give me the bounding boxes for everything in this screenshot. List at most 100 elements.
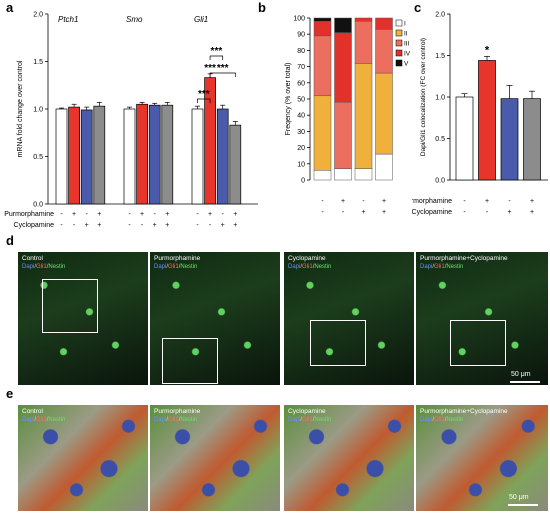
chart-a-treatment-sign: - <box>128 222 131 229</box>
panel-d-micrograph: Control Dapi/Gli1/Nestin <box>18 252 148 385</box>
chart-c-y-tick-label: 2.0 <box>435 12 445 19</box>
chart-c-treatment-sign: + <box>485 198 489 205</box>
chart-b-bar-segment <box>354 17 373 22</box>
chart-b-bar-segment <box>313 95 332 171</box>
panel-d-stain-gli1: Gli1 <box>302 264 313 270</box>
panel-d-stain-separator: / <box>46 264 49 270</box>
chart-b-legend-label: II <box>404 31 408 38</box>
panel-e-stain-dapi: Dapi <box>154 417 167 423</box>
chart-a-significance: *** <box>204 63 216 74</box>
chart-a-significance: *** <box>211 46 223 57</box>
chart-a-bar <box>191 108 204 205</box>
panel-d-stain-dapi: Dapi <box>22 264 35 270</box>
chart-a-y-tick-label: 2.0 <box>33 12 43 19</box>
chart-c-bar <box>500 98 519 181</box>
panel-d-stain-separator: / <box>312 264 315 270</box>
chart-b-bar-segment <box>313 35 332 97</box>
chart-a-gene-label: Gli1 <box>194 15 208 24</box>
chart-a-treatment-sign: + <box>85 222 89 229</box>
panel-d-micrograph: Purmorphamine+Cyclopamine Dapi/Gli1/Nesti… <box>416 252 548 385</box>
panel-e-stain-legend: Dapi/Gli1/Nestin <box>154 417 197 423</box>
panel-letter-c: c <box>414 0 422 15</box>
panel-d-stain-dapi: Dapi <box>420 264 433 270</box>
chart-b-y-tick-label: 70 <box>297 64 305 71</box>
panel-e-scalebar-bar <box>508 504 538 506</box>
chart-a-bar <box>68 106 80 205</box>
panel-e-stain-legend: Dapi/Gli1/Nestin <box>420 417 463 423</box>
panel-d-stain-separator: / <box>300 264 303 270</box>
panel-e-stain-gli1: Gli1 <box>168 417 179 423</box>
panel-letter-b: b <box>258 0 266 15</box>
chart-a-gene-label: Ptch1 <box>58 15 78 24</box>
panel-d-stain-separator: / <box>34 264 37 270</box>
chart-a-y-label: mRNA fold change over control <box>17 60 24 157</box>
chart-b-y-tick-label: 50 <box>297 97 305 104</box>
chart-a-treatment-sign: + <box>140 211 144 218</box>
panel-d-stain-nestin: Nestin <box>314 264 332 270</box>
chart-c-colocalization: 0.0 0.5 1.0 1.5 2.0 Dapi/Gli1 colocalization … <box>412 12 548 216</box>
chart-a-treatment-sign: - <box>222 211 225 218</box>
chart-b-treatment-sign: + <box>382 209 386 216</box>
panel-d-stain-separator: / <box>432 264 435 270</box>
chart-b-y-tick-label: 60 <box>297 80 305 87</box>
chart-a-bar <box>123 108 136 205</box>
chart-c-treatment-label: Cyclopamine <box>412 209 452 216</box>
panel-e-stain-dapi: Dapi <box>420 417 433 423</box>
panel-e-stain-nestin: Nestin <box>314 417 332 423</box>
chart-a-treatment-sign: - <box>154 211 157 218</box>
panel-e-micrograph-title: Purmorphamine <box>154 408 201 415</box>
chart-b-y-tick-label: 100 <box>293 16 305 23</box>
panel-d-stain-nestin: Nestin <box>180 264 198 270</box>
chart-b-bar-segment <box>334 101 352 169</box>
panel-letter-d: d <box>6 233 14 248</box>
panel-d-stain-gli1: Gli1 <box>434 264 445 270</box>
panel-e-stain-gli1: Gli1 <box>434 417 445 423</box>
chart-a-significance-bracket <box>209 55 224 60</box>
panel-e-stain-nestin: Nestin <box>48 417 66 423</box>
chart-a-treatment-sign: - <box>196 211 199 218</box>
chart-b-bar-segment <box>313 17 332 22</box>
chart-b-legend-swatch <box>395 39 403 47</box>
chart-b-bar-segment <box>354 168 373 181</box>
panel-e-stain-gli1: Gli1 <box>302 417 313 423</box>
chart-b-y-tick-label: 20 <box>297 145 305 152</box>
panel-d-scalebar-label: 50 μm <box>511 371 531 378</box>
chart-b-y-tick-label: 30 <box>297 129 305 136</box>
panel-d-stain-separator: / <box>178 264 181 270</box>
chart-c-treatment-sign: - <box>463 198 466 205</box>
chart-c-treatment-sign: - <box>463 209 466 216</box>
chart-a-treatment-sign: + <box>165 222 169 229</box>
panel-e-stain-gli1: Gli1 <box>36 417 47 423</box>
panel-e-micrograph: Purmorphamine Dapi/Gli1/Nestin <box>150 405 280 511</box>
panel-e-stain-separator: / <box>444 417 447 423</box>
chart-b-legend-swatch <box>395 19 403 27</box>
chart-a-significance-bracket <box>209 72 236 77</box>
panel-e-stain-dapi: Dapi <box>288 417 301 423</box>
chart-a-y-tick-label: 0.5 <box>33 154 43 161</box>
chart-a-bar <box>93 105 106 205</box>
panel-e-stain-separator: / <box>432 417 435 423</box>
panel-d-stain-nestin: Nestin <box>48 264 66 270</box>
chart-c-treatment-sign: + <box>530 198 534 205</box>
chart-b-legend-label: III <box>404 41 410 48</box>
panel-d-micrograph: Purmorphamine Dapi/Gli1/Nestin <box>150 252 280 385</box>
panel-e-stain-separator: / <box>312 417 315 423</box>
chart-a-bar <box>136 103 148 205</box>
panel-d-inset-box <box>162 338 218 384</box>
chart-b-y-tick-label: 80 <box>297 48 305 55</box>
chart-a-treatment-sign: + <box>153 222 157 229</box>
panel-d-stain-dapi: Dapi <box>288 264 301 270</box>
panel-d-stain-separator: / <box>166 264 169 270</box>
chart-b-bar-segment <box>375 29 393 74</box>
chart-a-treatment-label: Purmorphamine <box>4 211 54 218</box>
chart-c-treatment-label: Purmorphamine <box>412 198 452 205</box>
chart-a-bar <box>161 104 174 205</box>
panel-e-micrograph: Purmorphamine+Cyclopamine Dapi/Gli1/Nesti… <box>416 405 548 511</box>
panel-e-stain-legend: Dapi/Gli1/Nestin <box>288 417 331 423</box>
chart-b-legend-swatch <box>395 49 403 57</box>
chart-b-legend-swatch <box>395 59 403 67</box>
chart-a-treatment-sign: + <box>221 222 225 229</box>
chart-a-significance-bracket <box>197 98 211 103</box>
chart-b-legend-label: V <box>404 61 409 68</box>
chart-a-bar <box>229 124 242 205</box>
